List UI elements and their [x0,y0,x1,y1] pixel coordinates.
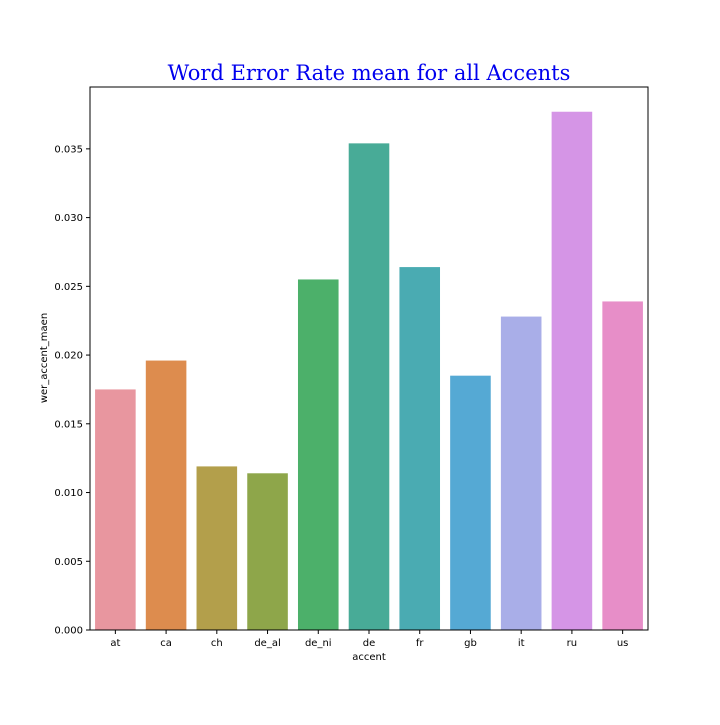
x-tick-label: ch [211,638,223,649]
y-tick-label: 0.015 [54,419,83,430]
bar-gb [450,375,491,630]
y-axis-label: wer_accent_maen [39,313,50,403]
bar-us [602,301,643,630]
x-tick-label: ru [567,638,577,649]
bar-fr [399,267,441,630]
x-tick-label: de [363,638,376,649]
bar-ru [551,111,593,631]
x-ticks-group: at ca ch de_al de_ni de fr gb it ru us [110,630,628,649]
x-tick-label: de_al [254,638,280,649]
y-tick-label: 0.020 [54,351,83,362]
x-tick-label: at [110,638,120,649]
x-tick-label: us [617,638,629,649]
x-tick-label: it [518,638,525,649]
y-tick-label: 0.025 [54,282,83,293]
bar-it [500,316,542,630]
y-tick-label: 0.030 [54,213,83,224]
y-tick-label: 0.010 [54,488,83,499]
chart-title: Word Error Rate mean for all Accents [168,61,571,85]
x-tick-label: gb [464,638,477,649]
bar-at [95,389,136,630]
bar-de [348,143,390,631]
x-axis-label: accent [352,652,386,663]
x-tick-label: de_ni [305,638,332,649]
bar-de_al [247,473,288,630]
bars-group [95,111,643,631]
x-tick-label: fr [416,638,425,649]
bar-de_ni [297,279,339,630]
x-tick-label: ca [160,638,172,649]
y-ticks-group: 0.000 0.005 0.010 0.015 0.020 0.025 0.030 0.035 [54,144,90,637]
plot-frame [89,86,649,631]
y-tick-label: 0.000 [54,626,83,637]
bar-ca [145,360,187,630]
bar-ch [196,466,238,630]
y-tick-label: 0.035 [54,144,83,155]
y-tick-label: 0.005 [54,557,83,568]
